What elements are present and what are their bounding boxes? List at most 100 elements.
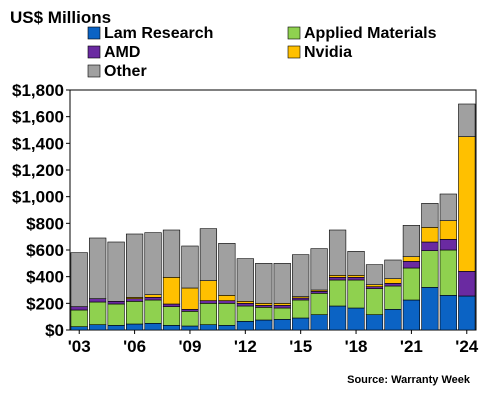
x-tick-label: '12 [234, 337, 257, 356]
bar-segment-other-2010 [199, 228, 218, 281]
bar-segment-applied-materials-2010 [199, 303, 218, 325]
bar-segment-applied-materials-2020 [384, 285, 402, 310]
legend-swatch-amd [87, 45, 101, 59]
bar-segment-lam-research-2018 [347, 307, 365, 331]
bar-segment-other-2005 [107, 241, 125, 302]
y-tick-label: $800 [26, 214, 64, 233]
bar-segment-amd-2010 [199, 300, 218, 304]
bar-segment-other-2018 [347, 251, 365, 276]
bar-segment-amd-2020 [384, 283, 402, 287]
bar-segment-other-2022 [421, 203, 439, 228]
y-tick-label: $1,400 [12, 134, 64, 153]
x-tick-label: '21 [400, 337, 423, 356]
bar-segment-applied-materials-2016 [310, 293, 328, 315]
bar-segment-amd-2012 [236, 303, 254, 307]
legend-swatch-nvidia [287, 45, 301, 59]
y-tick-label: $200 [26, 294, 64, 313]
legend-label-amd: AMD [104, 44, 140, 61]
bar-segment-lam-research-2005 [107, 325, 125, 331]
legend-swatch-lam-research [87, 26, 101, 40]
bar-segment-lam-research-2024 [458, 295, 476, 331]
x-tick-label: '03 [68, 337, 91, 356]
units-title: US$ Millions [10, 8, 112, 27]
bar-segment-applied-materials-2018 [347, 279, 365, 309]
bar-segment-lam-research-2009 [181, 325, 199, 331]
legend-label-lam-research: Lam Research [104, 25, 213, 42]
bar-segment-applied-materials-2004 [89, 301, 107, 325]
bar-segment-lam-research-2017 [328, 305, 347, 331]
bar-segment-applied-materials-2014 [273, 307, 291, 320]
bar-segment-lam-research-2019 [365, 314, 384, 331]
legend-swatch-applied-materials [287, 26, 301, 40]
bar-segment-applied-materials-2015 [292, 299, 310, 319]
bar-segment-nvidia-2020 [384, 278, 402, 284]
bar-segment-amd-2018 [347, 277, 365, 281]
bar-segment-lam-research-2010 [199, 324, 218, 331]
y-tick-label: $1,800 [12, 81, 64, 100]
bar-segment-lam-research-2007 [144, 323, 162, 331]
bar-segment-applied-materials-2017 [328, 279, 347, 307]
bar-segment-nvidia-2008 [162, 277, 181, 305]
bar-segment-applied-materials-2008 [162, 306, 181, 326]
bar-segment-applied-materials-2022 [421, 250, 439, 288]
bar-segment-applied-materials-2023 [439, 249, 457, 296]
bar-segment-other-2021 [402, 225, 421, 257]
bar-segment-other-2024 [458, 103, 476, 137]
bar-segment-other-2015 [292, 254, 310, 297]
bar-segment-nvidia-2021 [402, 256, 421, 262]
y-tick-label: $0 [45, 321, 64, 340]
bar-segment-amd-2017 [328, 277, 347, 281]
bar-segment-other-2009 [181, 245, 199, 289]
source-note: Source: Warranty Week [347, 374, 470, 386]
bar-segment-lam-research-2014 [273, 319, 291, 331]
bar-segment-amd-2008 [162, 303, 181, 307]
bar-segment-other-2007 [144, 232, 162, 295]
bar-segment-lam-research-2013 [255, 319, 273, 331]
bar-segment-applied-materials-2006 [125, 301, 144, 325]
bar-segment-applied-materials-2012 [236, 305, 254, 322]
bar-segment-amd-2014 [273, 305, 291, 309]
bar-segment-other-2006 [125, 233, 144, 298]
legend-swatch-other [87, 64, 101, 78]
bar-segment-lam-research-2011 [218, 325, 236, 331]
bar-segment-lam-research-2023 [439, 295, 457, 331]
bar-segment-other-2013 [255, 263, 273, 304]
x-tick-label: '09 [178, 337, 201, 356]
bar-segment-amd-2021 [402, 261, 421, 269]
bar-segment-applied-materials-2019 [365, 288, 384, 315]
y-tick-label: $1,000 [12, 188, 64, 207]
x-tick-label: '24 [455, 337, 478, 356]
bar-segment-lam-research-2012 [236, 321, 254, 331]
bar-segment-lam-research-2004 [89, 324, 107, 331]
bar-segment-nvidia-2018 [347, 275, 365, 278]
bar-segment-lam-research-2021 [402, 299, 421, 331]
bar-segment-amd-2016 [310, 291, 328, 294]
bar-segment-other-2003 [70, 252, 88, 307]
bar-segment-applied-materials-2007 [144, 299, 162, 324]
bar-segment-amd-2015 [292, 297, 310, 301]
bar-segment-amd-2004 [89, 298, 107, 303]
y-tick-label: $400 [26, 268, 64, 287]
bar-segment-other-2020 [384, 259, 402, 279]
x-tick-label: '15 [289, 337, 312, 356]
bar-segment-nvidia-2011 [218, 295, 236, 301]
bar-segment-lam-research-2016 [310, 314, 328, 331]
bar-segment-other-2012 [236, 258, 254, 302]
y-tick-label: $1,600 [12, 108, 64, 127]
bar-segment-nvidia-2007 [144, 294, 162, 298]
bar-segment-applied-materials-2003 [70, 309, 88, 327]
legend-label-nvidia: Nvidia [304, 44, 352, 61]
x-tick-label: '06 [123, 337, 146, 356]
bar-segment-amd-2006 [125, 298, 144, 302]
bar-segment-nvidia-2010 [199, 280, 218, 301]
bar-segment-applied-materials-2009 [181, 311, 199, 327]
bar-segment-nvidia-2009 [181, 287, 199, 310]
bar-segment-nvidia-2024 [458, 136, 476, 272]
bar-segment-amd-2011 [218, 300, 236, 304]
bar-segment-amd-2023 [439, 239, 457, 251]
bar-segment-lam-research-2003 [70, 326, 88, 331]
legend-label-applied-materials: Applied Materials [304, 25, 437, 42]
bar-segment-amd-2003 [70, 306, 88, 311]
